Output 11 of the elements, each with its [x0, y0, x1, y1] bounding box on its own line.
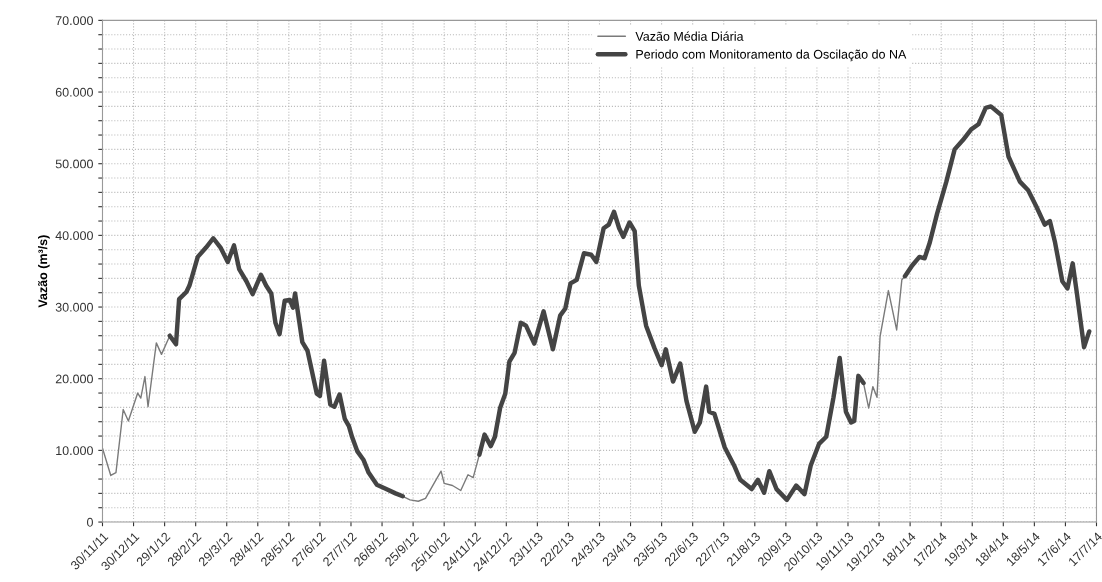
y-tick-label: 70.000 — [55, 16, 93, 26]
y-tick-label: 30.000 — [55, 302, 93, 312]
legend-label: Vazão Média Diária — [635, 31, 744, 41]
legend-label: Periodo com Monitoramento da Oscilação do NA — [636, 49, 907, 62]
y-tick-label: 50.000 — [55, 159, 93, 169]
y-tick-label: 20.000 — [55, 374, 93, 384]
y-tick-label: 60.000 — [55, 87, 93, 97]
y-tick-label: 40.000 — [55, 231, 93, 241]
y-tick-label: 0 — [87, 517, 93, 527]
y-tick-label: 10.000 — [56, 446, 93, 456]
y-axis-title: Vazão (m³/s) — [38, 235, 50, 308]
